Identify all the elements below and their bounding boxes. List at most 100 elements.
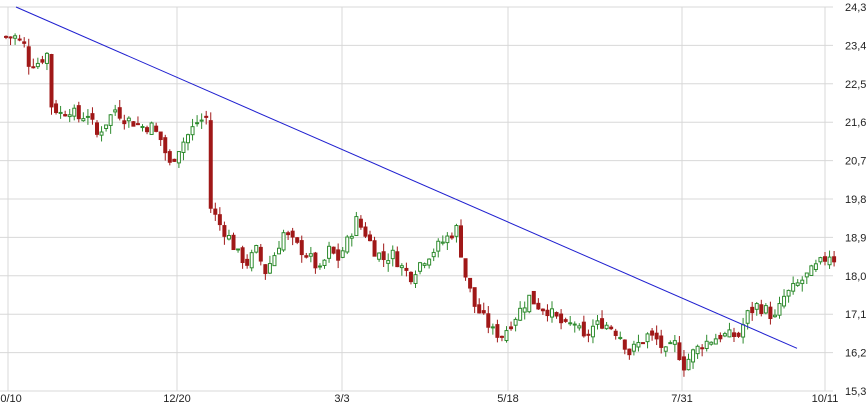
candle-body	[4, 35, 8, 38]
candlestick-series	[4, 33, 837, 377]
candle-body	[58, 111, 63, 114]
candle-body	[372, 240, 377, 257]
candle-body	[754, 303, 759, 310]
candle-body	[645, 333, 650, 343]
y-tick-label: 17,1	[845, 309, 866, 321]
candle-body	[336, 249, 341, 261]
candle-body	[704, 340, 709, 349]
candle-body	[90, 113, 95, 120]
candle-body	[363, 226, 368, 237]
candle-body	[408, 271, 413, 283]
candle-body	[8, 36, 13, 39]
candle-body	[368, 234, 372, 242]
candle-body	[631, 343, 636, 352]
candle-body	[468, 277, 473, 289]
candle-body	[418, 262, 423, 272]
candle-body	[286, 232, 291, 236]
candle-body	[686, 358, 691, 371]
candle-body	[759, 304, 764, 314]
candle-body	[741, 324, 746, 338]
candle-body	[513, 318, 518, 326]
x-tick-label: 10/10	[0, 393, 22, 405]
y-tick-label: 23,4	[845, 40, 866, 52]
candle-body	[126, 117, 131, 122]
candle-body	[308, 253, 313, 257]
candle-body	[186, 134, 190, 144]
candle-body	[340, 250, 345, 258]
candle-body	[381, 251, 386, 261]
candle-body	[472, 287, 477, 307]
candle-body	[809, 265, 814, 276]
candle-body	[281, 232, 286, 251]
candle-body	[554, 312, 559, 317]
candle-body	[299, 240, 304, 256]
candle-body	[427, 258, 432, 266]
candle-body	[399, 265, 404, 269]
candle-body	[267, 263, 272, 274]
candle-body	[527, 294, 532, 313]
candle-body	[331, 246, 336, 254]
candle-body	[35, 62, 40, 68]
candle-body	[813, 263, 818, 271]
candle-body	[732, 332, 736, 337]
candle-body	[518, 307, 523, 321]
candle-body	[413, 274, 418, 284]
y-tick-label: 21,6	[845, 117, 866, 129]
candle-body	[600, 318, 605, 329]
candle-body	[763, 305, 768, 314]
candle-body	[213, 208, 218, 215]
candle-body	[445, 235, 450, 244]
candle-body	[31, 66, 36, 69]
candle-body	[531, 290, 536, 305]
candle-body	[22, 41, 27, 44]
candle-body	[459, 225, 463, 258]
candle-body	[613, 330, 618, 336]
candle-body	[13, 35, 18, 39]
candle-body	[240, 247, 245, 264]
candle-body	[791, 283, 796, 292]
candle-body	[750, 306, 755, 314]
candle-body	[217, 214, 222, 226]
candle-body	[108, 114, 113, 126]
candle-body	[436, 240, 441, 252]
candle-body	[140, 126, 145, 129]
candle-body	[99, 131, 104, 136]
candle-body	[700, 347, 705, 350]
candle-body	[545, 309, 550, 317]
candle-body	[818, 257, 823, 263]
candle-body	[804, 272, 809, 278]
candle-body	[122, 120, 127, 125]
candle-body	[559, 313, 564, 324]
candle-body	[713, 338, 718, 345]
candle-body	[149, 122, 154, 135]
candle-body	[26, 46, 31, 67]
candle-body	[495, 324, 500, 338]
candle-body	[85, 115, 90, 118]
x-tick-label: 7/31	[671, 393, 692, 405]
candle-body	[17, 38, 22, 41]
candle-body	[317, 265, 322, 268]
candle-body	[659, 335, 664, 348]
x-tick-label: 12/20	[163, 393, 191, 405]
candle-body	[654, 332, 659, 340]
candle-body	[681, 356, 686, 371]
candle-body	[786, 289, 791, 297]
candle-body	[131, 121, 136, 127]
candle-body	[454, 225, 459, 237]
y-tick-label: 24,3	[845, 2, 866, 14]
y-tick-label: 18,9	[845, 232, 866, 244]
candle-body	[777, 303, 782, 316]
candle-body	[563, 319, 568, 322]
candle-body	[272, 255, 277, 267]
candle-body	[290, 230, 295, 238]
candle-body	[832, 256, 837, 263]
candle-body	[499, 335, 504, 338]
candle-body	[304, 255, 309, 258]
candle-body	[386, 260, 391, 264]
candle-body	[190, 126, 195, 136]
candle-body	[49, 54, 54, 108]
candle-body	[104, 124, 109, 129]
candle-body	[313, 252, 318, 269]
